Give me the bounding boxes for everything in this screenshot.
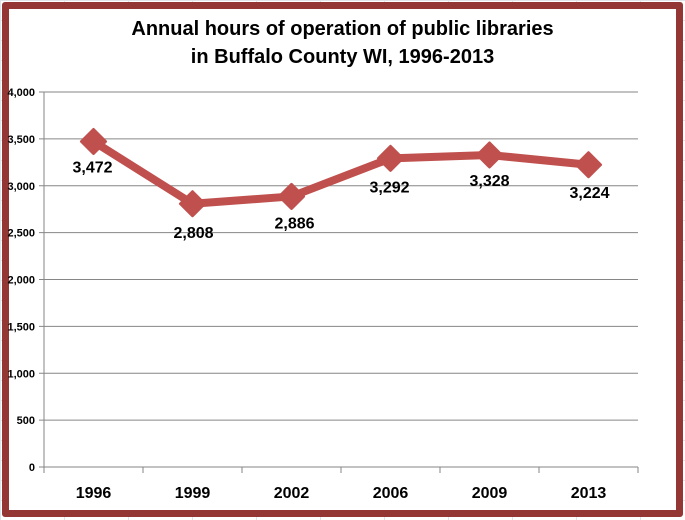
y-tick-label: 1,000 bbox=[7, 368, 35, 380]
data-label: 3,224 bbox=[569, 185, 609, 202]
y-tick-label: 0 bbox=[29, 462, 35, 474]
data-label: 3,292 bbox=[369, 179, 409, 196]
diamond-marker bbox=[80, 128, 107, 155]
data-label: 2,886 bbox=[274, 215, 314, 232]
y-tick-label: 2,000 bbox=[7, 275, 35, 287]
diamond-marker bbox=[575, 151, 602, 179]
chart-title-line-1: Annual hours of operation of public libr… bbox=[131, 18, 554, 40]
y-tick-label: 3,000 bbox=[7, 181, 35, 193]
diamond-marker bbox=[476, 141, 503, 169]
x-tick-label: 2013 bbox=[571, 485, 607, 502]
data-label: 3,328 bbox=[469, 173, 509, 190]
y-axis-tick-labels: 0 500 1,000 1,500 2,000 2,500 3,000 3,500 4,000 bbox=[7, 87, 35, 474]
chart-title-line-2: in Buffalo County WI, 1996-2013 bbox=[190, 46, 495, 68]
diamond-marker bbox=[278, 182, 305, 210]
x-tick-label: 1999 bbox=[175, 485, 211, 502]
y-tick-label: 2,500 bbox=[7, 228, 35, 240]
x-tick-label: 2002 bbox=[274, 485, 310, 502]
gridlines bbox=[39, 91, 638, 468]
data-label: 3,472 bbox=[72, 160, 112, 177]
diamond-marker bbox=[377, 144, 404, 172]
y-tick-label: 1,500 bbox=[7, 321, 35, 333]
series-line bbox=[89, 137, 593, 208]
x-tick-label: 1996 bbox=[76, 485, 112, 502]
data-label: 2,808 bbox=[173, 225, 213, 242]
x-axis-tick-labels: 1996 1999 2002 2006 2009 2013 bbox=[76, 485, 607, 502]
x-tick-label: 2009 bbox=[472, 485, 508, 502]
data-labels: 3,472 2,808 2,886 3,292 3,328 3,224 bbox=[72, 160, 609, 242]
diamond-marker bbox=[179, 190, 206, 218]
y-tick-label: 500 bbox=[17, 415, 35, 427]
chart-title: Annual hours of operation of public libr… bbox=[0, 15, 685, 71]
axes bbox=[43, 92, 639, 473]
x-tick-label: 2006 bbox=[373, 485, 409, 502]
data-series bbox=[80, 128, 602, 218]
y-tick-label: 4,000 bbox=[7, 87, 35, 99]
y-tick-label: 3,500 bbox=[7, 134, 35, 146]
